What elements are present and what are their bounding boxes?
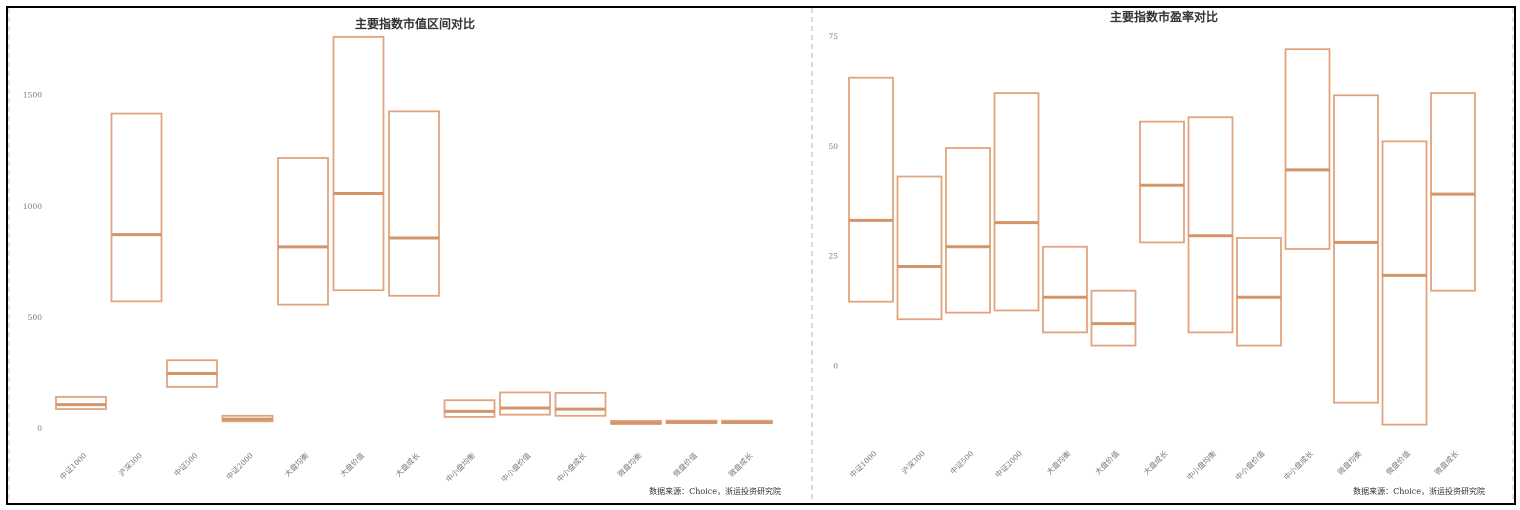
range-box <box>55 395 107 411</box>
x-tick-label: 沪深300 <box>899 448 927 476</box>
chart-title: 主要指数市值区间对比 <box>355 16 475 31</box>
range-box <box>554 391 607 417</box>
y-axis: 0 500 1000 1500 <box>23 91 42 433</box>
plot-area <box>848 48 1476 426</box>
range-box <box>1333 94 1379 404</box>
x-tick-label: 中证1000 <box>57 450 88 481</box>
range-box <box>499 391 551 416</box>
source-note: 数据来源：Choice，浙运投资研究院 <box>649 486 781 496</box>
x-tick-label: 微盘成长 <box>1432 448 1461 477</box>
y-tick-label: 25 <box>828 252 838 261</box>
y-tick-label: 50 <box>828 142 838 151</box>
x-tick-label: 大盘价值 <box>338 450 367 479</box>
x-tick-label: 中证2000 <box>993 448 1024 479</box>
range-box <box>1187 116 1234 334</box>
y-tick-label: 0 <box>833 361 838 370</box>
x-tick-label: 中证1000 <box>847 448 878 479</box>
x-tick-label: 中小盘成长 <box>1281 448 1315 482</box>
range-box <box>896 175 943 321</box>
x-axis: 中证1000 沪深300 中证500 中证2000 大盘均衡 大盘价值 大盘成长 中小盘均衡中… <box>847 448 1461 482</box>
x-tick-label: 微盘均衡 <box>1335 448 1364 477</box>
source-note: 数据来源：Choice，浙运投资研究院 <box>1353 486 1485 496</box>
range-box <box>1139 120 1185 244</box>
y-tick-label: 1500 <box>23 91 42 100</box>
x-tick-label: 大盘均衡 <box>282 450 311 479</box>
x-tick-label: 微盘价值 <box>671 450 700 479</box>
x-tick-label: 微盘价值 <box>1384 448 1413 477</box>
x-tick-label: 中小盘价值 <box>499 450 533 484</box>
range-box <box>1381 140 1428 426</box>
x-tick-label: 大盘成长 <box>393 450 422 479</box>
range-box <box>1236 237 1282 347</box>
range-box <box>443 399 496 418</box>
market-cap-range-chart: 主要指数市值区间对比 0 500 1000 1500 中证1000 沪深300 中证500… <box>23 16 781 496</box>
y-tick-label: 1000 <box>23 202 42 211</box>
x-tick-label: 大盘均衡 <box>1044 448 1073 477</box>
range-box <box>848 76 894 303</box>
x-tick-label: 大盘成长 <box>1141 448 1170 477</box>
y-tick-label: 75 <box>828 32 838 41</box>
x-tick-label: 中小盘均衡 <box>1184 448 1218 482</box>
x-tick-label: 中证500 <box>172 450 200 478</box>
range-box <box>1430 92 1476 292</box>
x-tick-label: 中小盘价值 <box>1233 448 1267 482</box>
y-tick-label: 0 <box>37 424 42 433</box>
range-box <box>277 157 329 306</box>
x-tick-label: 中小盘成长 <box>554 450 588 484</box>
x-tick-label: 沪深300 <box>116 450 144 478</box>
range-box <box>332 35 385 292</box>
range-box <box>110 112 163 303</box>
range-box <box>1284 48 1331 250</box>
y-axis: 0 25 50 75 <box>828 32 838 370</box>
x-tick-label: 中证2000 <box>224 450 255 481</box>
pe-ratio-range-chart: 主要指数市盈率对比 0 25 50 75 中证1000 沪深300 中证500 中证2000… <box>828 9 1485 496</box>
range-box <box>993 92 1040 312</box>
range-box <box>1042 245 1088 334</box>
x-tick-label: 微盘均衡 <box>615 450 644 479</box>
x-tick-label: 微盘成长 <box>726 450 755 479</box>
range-box <box>388 110 440 297</box>
plot-area <box>55 35 773 425</box>
x-axis: 中证1000 沪深300 中证500 中证2000 大盘均衡 大盘价值 大盘成长 中小盘均衡中… <box>57 450 755 484</box>
range-box <box>945 147 991 314</box>
y-tick-label: 500 <box>28 313 43 322</box>
x-tick-label: 中证500 <box>948 448 976 476</box>
outer-border <box>6 6 1516 505</box>
chart-title: 主要指数市盈率对比 <box>1110 9 1218 24</box>
x-tick-label: 大盘价值 <box>1093 448 1122 477</box>
range-box <box>1090 289 1137 347</box>
x-tick-label: 中小盘均衡 <box>443 450 477 484</box>
